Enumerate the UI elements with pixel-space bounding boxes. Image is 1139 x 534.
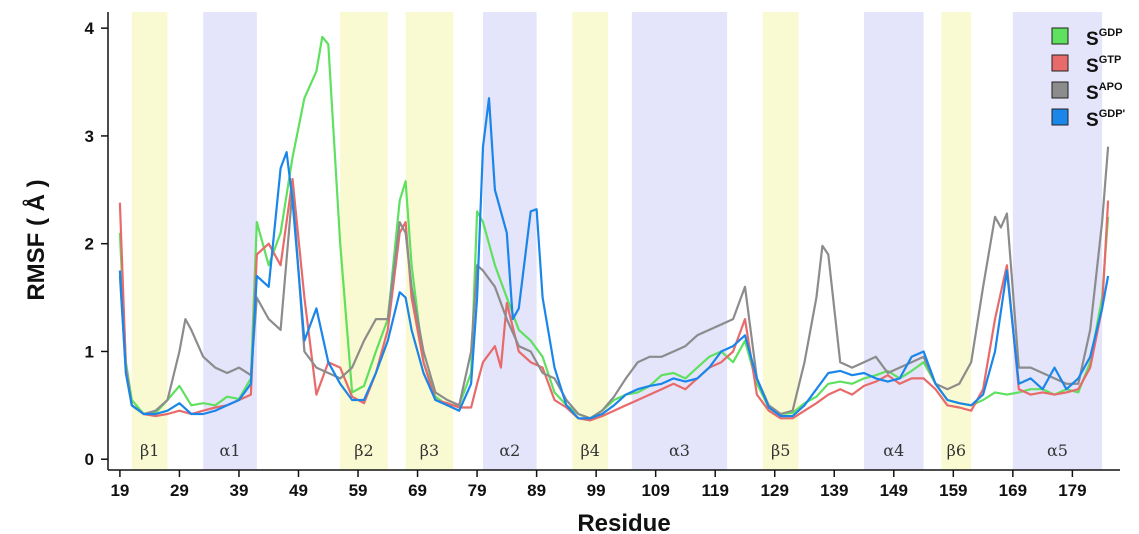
x-tick-label-11: 119 — [701, 481, 728, 500]
legend-label-3: SAPO — [1086, 81, 1123, 104]
region-label-9: α4 — [883, 441, 904, 460]
x-axis-title: Residue — [577, 510, 670, 534]
secondary-structure-labels: β1 α1 β2 β3 α2 β4 α3 β5 α4 β6 α5 — [140, 441, 1068, 460]
region-label-2: α1 — [220, 441, 241, 460]
legend-swatch-4 — [1051, 108, 1069, 126]
region-label-5: α2 — [499, 441, 520, 460]
region-band-4 — [405, 12, 454, 470]
region-band-2 — [203, 12, 257, 470]
axes: 0 1 2 3 4 19 29 39 49 59 69 79 89 99 109 119 129 139 149 15… — [85, 12, 1120, 500]
region-label-6: β4 — [580, 441, 599, 460]
region-label-3: β2 — [354, 441, 373, 460]
legend-label-2: SGTP — [1086, 54, 1121, 77]
x-tick-label-3: 39 — [230, 481, 249, 500]
x-tick-label-1: 19 — [110, 481, 129, 500]
x-tick-label-4: 49 — [289, 481, 308, 500]
x-tick-label-13: 139 — [820, 481, 848, 500]
legend-swatch-2 — [1051, 54, 1069, 72]
x-tick-label-7: 79 — [468, 481, 487, 500]
x-tick-label-6: 69 — [408, 481, 427, 500]
region-label-11: α5 — [1047, 441, 1068, 460]
x-tick-label-16: 169 — [999, 481, 1027, 500]
y-tick-label-5: 4 — [85, 19, 95, 38]
secondary-structure-bands — [131, 12, 1103, 470]
legend-swatch-1 — [1051, 27, 1069, 45]
series-line-2 — [118, 177, 1110, 422]
legend-label-4: SGDP' — [1086, 108, 1126, 131]
legend-swatch-3 — [1051, 81, 1069, 99]
series-lines — [118, 35, 1110, 422]
region-band-1 — [131, 12, 168, 470]
x-tick-label-2: 29 — [170, 481, 189, 500]
y-tick-label-4: 3 — [85, 127, 94, 146]
x-tick-label-17: 179 — [1058, 481, 1086, 500]
legend-superscript-4: GDP' — [1099, 108, 1126, 120]
y-axis-title: RMSF ( Å ) — [22, 179, 50, 300]
region-band-7 — [631, 12, 728, 470]
series-line-3 — [118, 146, 1110, 420]
y-tick-label-2: 1 — [85, 342, 94, 361]
region-band-8 — [762, 12, 799, 470]
series-line-4 — [118, 97, 1110, 420]
region-band-5 — [483, 12, 537, 470]
region-label-7: α3 — [669, 441, 690, 460]
legend-label-1: SGDP — [1086, 27, 1123, 50]
x-tick-label-5: 59 — [349, 481, 368, 500]
region-band-11 — [1012, 12, 1103, 470]
x-tick-label-12: 129 — [761, 481, 789, 500]
y-tick-label-1: 0 — [85, 450, 94, 469]
region-label-1: β1 — [140, 441, 159, 460]
x-tick-label-15: 159 — [939, 481, 967, 500]
region-band-10 — [941, 12, 972, 470]
region-label-4: β3 — [420, 441, 439, 460]
x-tick-label-8: 89 — [527, 481, 546, 500]
region-label-8: β5 — [771, 441, 790, 460]
region-band-6 — [572, 12, 609, 470]
legend-superscript-1: GDP — [1099, 27, 1123, 39]
x-tick-label-9: 99 — [587, 481, 606, 500]
region-band-9 — [864, 12, 924, 470]
region-label-10: β6 — [947, 441, 966, 460]
x-tick-label-10: 109 — [641, 481, 669, 500]
legend-superscript-3: APO — [1099, 81, 1123, 93]
y-tick-label-3: 2 — [85, 235, 94, 254]
legend-superscript-2: GTP — [1099, 54, 1122, 66]
x-tick-label-14: 149 — [880, 481, 908, 500]
